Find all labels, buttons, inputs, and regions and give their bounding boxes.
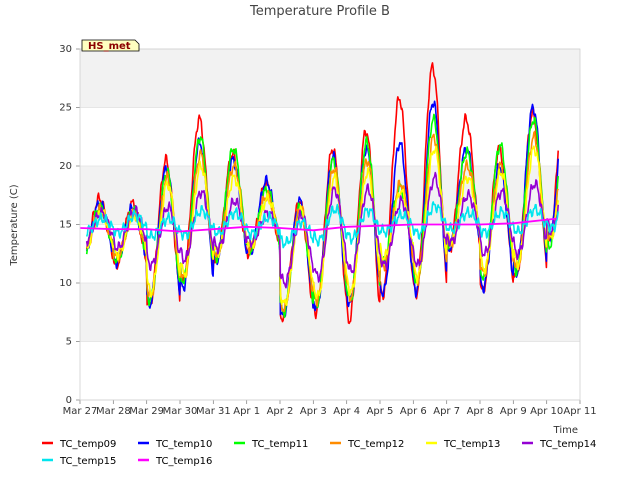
legend-item-tc-temp16: TC_temp16 [138, 456, 212, 467]
legend-label: TC_temp10 [155, 439, 212, 450]
y-tick-label: 25 [59, 103, 72, 114]
x-tick-label: Mar 28 [96, 406, 131, 417]
x-tick-label: Mar 29 [129, 406, 164, 417]
x-tick-label: Apr 9 [500, 406, 527, 417]
x-tick-label: Apr 4 [333, 406, 360, 417]
legend: TC_temp09 TC_temp10 TC_temp11 TC_temp12 TC_t… [42, 439, 596, 467]
x-tick-label: Mar 27 [63, 406, 98, 417]
x-tick-label: Apr 5 [367, 406, 394, 417]
legend-item-tc-temp10: TC_temp10 [138, 439, 212, 450]
legend-label: TC_temp09 [59, 439, 116, 450]
x-tick-label: Apr 8 [467, 406, 494, 417]
x-tick-label: Apr 6 [400, 406, 427, 417]
legend-item-tc-temp14: TC_temp14 [522, 439, 596, 450]
y-tick-label: 20 [59, 161, 72, 172]
x-tick-label: Apr 11 [563, 406, 596, 417]
legend-item-tc-temp09: TC_temp09 [42, 439, 116, 450]
x-tick-label: Mar 30 [163, 406, 198, 417]
grid-band [80, 283, 580, 342]
legend-label: TC_temp13 [443, 439, 500, 450]
x-tick-label: Apr 3 [300, 406, 327, 417]
y-axis-label: Temperature (C) [9, 184, 20, 266]
y-tick-label: 5 [66, 337, 72, 348]
x-axis-label: Time [553, 425, 578, 436]
y-tick-label: 30 [59, 44, 72, 55]
badge-text: HS_met [88, 41, 131, 52]
legend-label: TC_temp12 [347, 439, 404, 450]
plot-frame [79, 48, 581, 401]
y-tick-label: 10 [59, 278, 72, 289]
x-tick-label: Apr 1 [233, 406, 260, 417]
y-tick-label: 0 [66, 395, 72, 406]
legend-item-tc-temp11: TC_temp11 [234, 439, 308, 450]
legend-label: TC_temp11 [251, 439, 308, 450]
legend-item-tc-temp13: TC_temp13 [426, 439, 500, 450]
legend-label: TC_temp15 [59, 456, 116, 467]
hs-met-badge: HS_met [81, 39, 140, 52]
chart-title: Temperature Profile B [249, 4, 390, 19]
legend-label: TC_temp14 [539, 439, 596, 450]
series-line-tc-temp14 [85, 171, 559, 289]
y-tick-label: 15 [59, 220, 72, 231]
x-tick-label: Apr 7 [433, 406, 460, 417]
x-tick-label: Apr 10 [530, 406, 563, 417]
series-line-tc-temp16 [79, 217, 557, 233]
grid-band [80, 49, 580, 108]
legend-item-tc-temp12: TC_temp12 [330, 439, 404, 450]
x-tick-label: Apr 2 [267, 406, 294, 417]
legend-label: TC_temp16 [155, 456, 212, 467]
x-tick-label: Mar 31 [196, 406, 231, 417]
legend-item-tc-temp15: TC_temp15 [42, 456, 116, 467]
